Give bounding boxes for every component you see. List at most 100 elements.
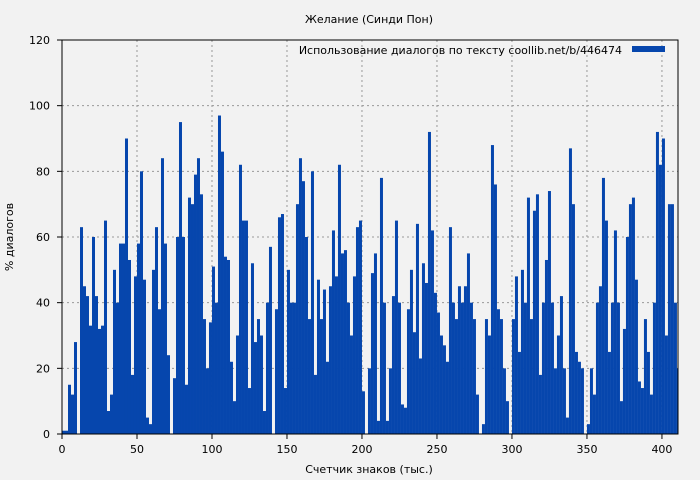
bar [256, 319, 260, 434]
bar [454, 319, 458, 434]
bar [487, 335, 491, 434]
bar [94, 296, 98, 434]
bar [601, 177, 605, 434]
bar [520, 269, 524, 434]
bar [628, 204, 632, 434]
bar [301, 181, 305, 434]
bar [448, 227, 452, 434]
bar [112, 269, 116, 434]
bar [610, 302, 614, 434]
bar [580, 368, 584, 434]
bar [556, 335, 560, 434]
bar [265, 302, 269, 434]
x-tick-label: 100 [201, 443, 222, 456]
bar [85, 296, 89, 434]
bar [502, 368, 506, 434]
bar [349, 335, 353, 434]
bar [433, 292, 437, 434]
bar [418, 358, 422, 434]
bar [595, 302, 599, 434]
chart-title: Желание (Синди Пон) [305, 13, 433, 26]
bar [613, 230, 617, 434]
bar [232, 401, 236, 434]
bar [238, 164, 242, 434]
bar [151, 269, 155, 434]
bar [334, 276, 338, 434]
bar [367, 368, 371, 434]
bar [460, 302, 464, 434]
bar [292, 302, 296, 434]
bar [175, 237, 179, 434]
bar [430, 230, 434, 434]
bar [493, 184, 497, 434]
bar [421, 263, 425, 434]
y-tick-label: 60 [36, 231, 50, 244]
bar [451, 302, 455, 434]
bar [457, 286, 461, 434]
bar [499, 319, 503, 434]
bar [655, 131, 659, 434]
bar [586, 424, 590, 434]
bar [469, 302, 473, 434]
bar [298, 158, 302, 434]
bar [172, 378, 176, 434]
bar [154, 227, 158, 434]
bar [442, 345, 446, 434]
bar [157, 309, 161, 434]
legend-swatch [632, 46, 665, 52]
bar [322, 289, 326, 434]
bar [79, 227, 83, 434]
bar [226, 259, 230, 434]
bar [130, 374, 134, 434]
bar [526, 197, 530, 434]
bar [181, 237, 185, 434]
bar [253, 342, 257, 434]
bar [514, 276, 518, 434]
bar [481, 424, 485, 434]
bar [190, 204, 194, 434]
bar [202, 319, 206, 434]
bar [592, 394, 596, 434]
x-axis: 0 50 100 150 200 250 300 350 400 [59, 434, 672, 456]
bar [637, 381, 641, 434]
bar [283, 388, 287, 434]
bar [328, 286, 332, 434]
bar [262, 411, 266, 434]
bar [208, 322, 212, 434]
bar [259, 335, 263, 434]
bar [568, 148, 572, 434]
bar [211, 266, 215, 434]
y-tick-label: 80 [36, 165, 50, 178]
bar [358, 220, 362, 434]
bar [319, 319, 323, 434]
bar [403, 407, 407, 434]
bar [382, 302, 386, 434]
bar [139, 171, 143, 435]
bar [529, 319, 533, 434]
y-tick-label: 100 [29, 100, 50, 113]
bar [439, 335, 443, 434]
x-tick-label: 250 [426, 443, 447, 456]
bar [427, 131, 431, 434]
bar [166, 355, 170, 434]
y-axis: 0 20 40 60 80 100 120 [29, 34, 62, 441]
bar [571, 204, 575, 434]
bar [337, 164, 341, 434]
bar [247, 388, 251, 434]
bar [406, 309, 410, 434]
bar [205, 368, 209, 434]
bar [217, 115, 221, 435]
bar [385, 420, 389, 434]
bar [391, 296, 395, 434]
bar [214, 302, 218, 434]
bar [547, 191, 551, 434]
bar [409, 269, 413, 434]
bar [148, 424, 152, 434]
bar [70, 394, 74, 434]
bars [62, 115, 678, 435]
bar [676, 368, 678, 434]
bar [436, 312, 440, 434]
bar [163, 243, 167, 434]
bar [331, 230, 335, 434]
x-tick-label: 0 [59, 443, 66, 456]
